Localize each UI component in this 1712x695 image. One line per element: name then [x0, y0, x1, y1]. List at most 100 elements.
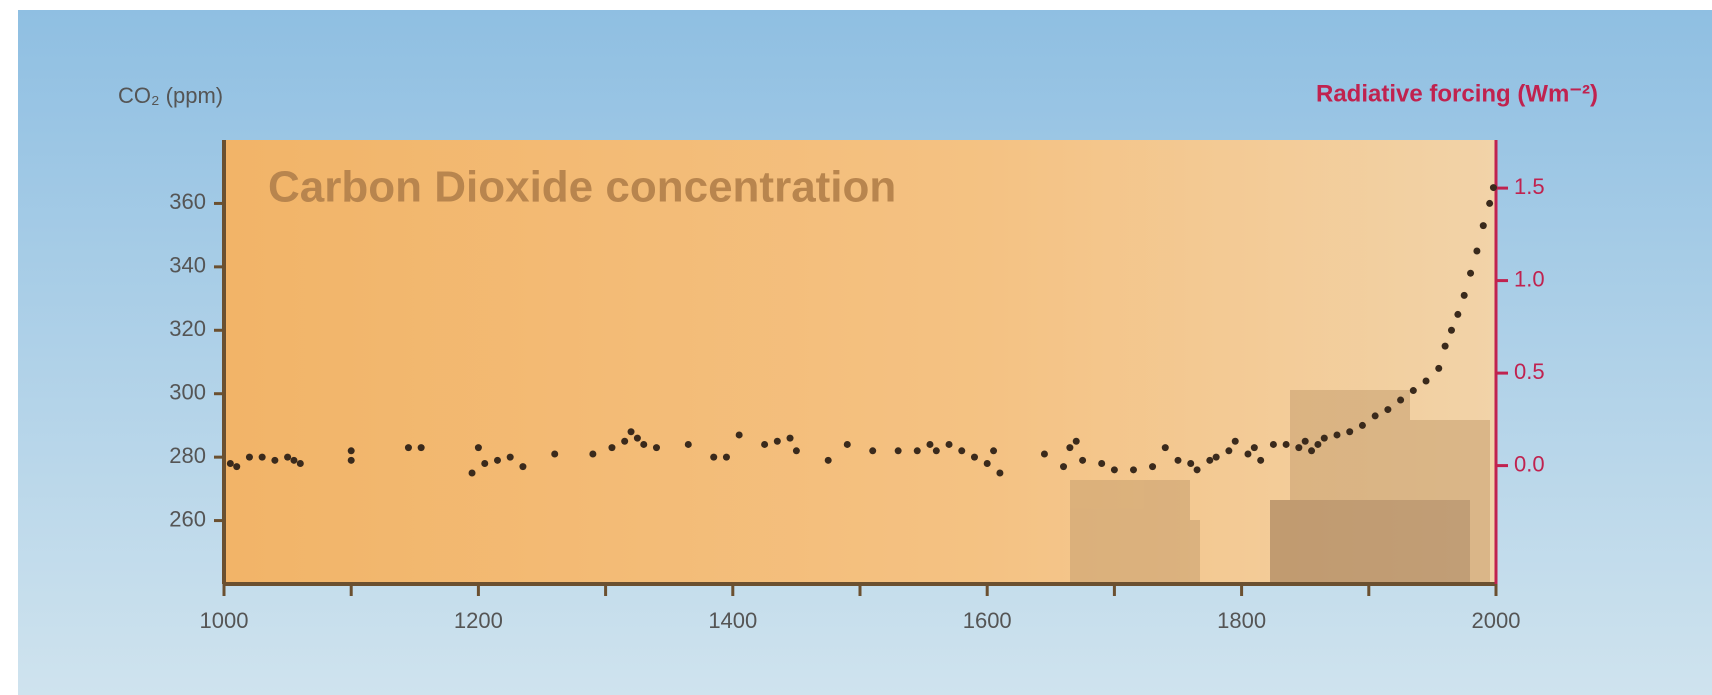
x-tick-label: 1000 — [200, 608, 249, 633]
x-tick-label: 1400 — [708, 608, 757, 633]
data-point — [895, 447, 902, 454]
data-point — [608, 444, 615, 451]
data-point — [996, 470, 1003, 477]
data-point — [1448, 327, 1455, 334]
data-point — [628, 428, 635, 435]
data-point — [1206, 457, 1213, 464]
data-point — [914, 447, 921, 454]
data-point — [653, 444, 660, 451]
data-point — [1442, 343, 1449, 350]
data-point — [227, 460, 234, 467]
data-point — [475, 444, 482, 451]
data-point — [551, 450, 558, 457]
data-point — [1194, 466, 1201, 473]
y2-tick-label: 1.0 — [1514, 266, 1545, 291]
data-point — [774, 438, 781, 445]
data-point — [1251, 444, 1258, 451]
y2-tick-label: 0.0 — [1514, 451, 1545, 476]
data-point — [1130, 466, 1137, 473]
data-point — [1454, 311, 1461, 318]
data-point — [418, 444, 425, 451]
data-point — [984, 460, 991, 467]
data-point — [233, 463, 240, 470]
data-point — [933, 447, 940, 454]
data-point — [1359, 422, 1366, 429]
data-point — [1486, 200, 1493, 207]
data-point — [958, 447, 965, 454]
data-point — [1225, 447, 1232, 454]
data-point — [1410, 387, 1417, 394]
data-point — [1480, 222, 1487, 229]
data-point — [297, 460, 304, 467]
data-point — [1295, 444, 1302, 451]
data-point — [494, 457, 501, 464]
data-point — [685, 441, 692, 448]
data-point — [1079, 457, 1086, 464]
y2-axis-label: Radiative forcing (Wm⁻²) — [1316, 80, 1598, 107]
data-point — [348, 447, 355, 454]
data-point — [589, 450, 596, 457]
data-point — [1372, 412, 1379, 419]
chart-title: Carbon Dioxide concentration — [268, 163, 896, 212]
data-point — [869, 447, 876, 454]
data-point — [1073, 438, 1080, 445]
data-point — [723, 454, 730, 461]
data-point — [946, 441, 953, 448]
data-point — [284, 454, 291, 461]
data-point — [1060, 463, 1067, 470]
data-point — [736, 431, 743, 438]
data-point — [1270, 441, 1277, 448]
data-point — [1149, 463, 1156, 470]
x-tick-label: 1200 — [454, 608, 503, 633]
data-point — [1041, 450, 1048, 457]
data-point — [271, 457, 278, 464]
data-point — [844, 441, 851, 448]
data-point — [507, 454, 514, 461]
data-point — [640, 441, 647, 448]
data-point — [1314, 441, 1321, 448]
data-point — [259, 454, 266, 461]
data-point — [990, 447, 997, 454]
data-point — [1308, 447, 1315, 454]
data-point — [926, 441, 933, 448]
y-tick-label: 300 — [169, 380, 206, 405]
y-axis-label: CO₂ (ppm) — [118, 83, 223, 108]
data-point — [481, 460, 488, 467]
y-tick-label: 260 — [169, 506, 206, 531]
data-point — [1175, 457, 1182, 464]
data-point — [1346, 428, 1353, 435]
data-point — [1397, 397, 1404, 404]
data-point — [825, 457, 832, 464]
data-point — [1321, 435, 1328, 442]
data-point — [246, 454, 253, 461]
data-point — [348, 457, 355, 464]
page: CO₂ (ppm) Radiative forcing (Wm⁻²) Carbo… — [0, 0, 1712, 695]
data-point — [787, 435, 794, 442]
x-tick-label: 1600 — [963, 608, 1012, 633]
y-tick-label: 360 — [169, 189, 206, 214]
data-point — [634, 435, 641, 442]
data-point — [1098, 460, 1105, 467]
data-point — [1162, 444, 1169, 451]
data-point — [793, 447, 800, 454]
data-point — [1490, 184, 1497, 191]
data-point — [1257, 457, 1264, 464]
data-point — [1302, 438, 1309, 445]
data-point — [290, 457, 297, 464]
data-point — [405, 444, 412, 451]
data-point — [1473, 248, 1480, 255]
data-point — [621, 438, 628, 445]
data-point — [761, 441, 768, 448]
data-point — [519, 463, 526, 470]
data-point — [1283, 441, 1290, 448]
data-point — [1384, 406, 1391, 413]
data-point — [1213, 454, 1220, 461]
data-point — [710, 454, 717, 461]
x-tick-label: 2000 — [1472, 608, 1521, 633]
data-point — [971, 454, 978, 461]
data-point — [1187, 460, 1194, 467]
y-tick-label: 280 — [169, 443, 206, 468]
data-point — [1334, 431, 1341, 438]
chart: CO₂ (ppm) Radiative forcing (Wm⁻²) Carbo… — [0, 0, 1712, 695]
y2-tick-label: 1.5 — [1514, 174, 1545, 199]
